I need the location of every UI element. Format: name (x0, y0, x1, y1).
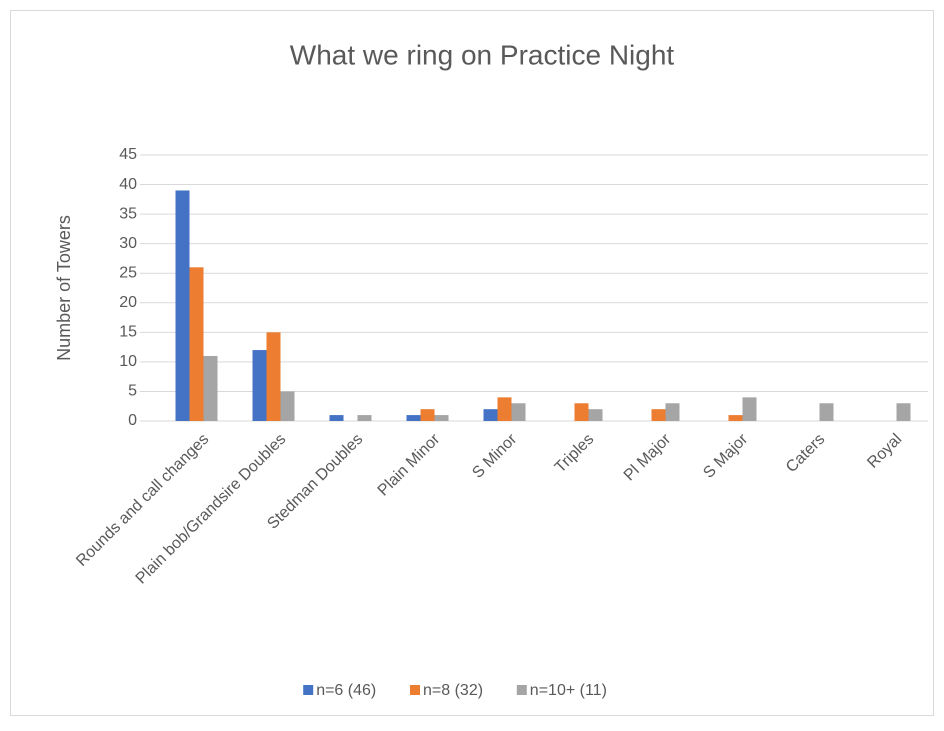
y-tick-label: 20 (119, 294, 137, 311)
bar (819, 403, 834, 421)
bar (434, 415, 449, 421)
bar (357, 415, 372, 421)
y-axis-title: Number of Towers (54, 215, 74, 361)
legend-label: n=6 (46) (316, 682, 376, 699)
y-tick-label: 45 (119, 146, 137, 163)
bar (742, 397, 757, 421)
y-tick-label: 25 (119, 264, 137, 281)
chart-border (10, 10, 934, 716)
bar (511, 403, 526, 421)
bar (175, 190, 190, 421)
bar (252, 350, 267, 421)
legend-label: n=10+ (11) (530, 682, 607, 699)
chart-title: What we ring on Practice Night (290, 39, 675, 70)
y-tick-label: 15 (119, 324, 137, 341)
bar (329, 415, 344, 421)
y-tick-label: 40 (119, 176, 137, 193)
bar (266, 332, 281, 421)
bar (420, 409, 435, 421)
bar (665, 403, 680, 421)
y-tick-label: 35 (119, 205, 137, 222)
y-tick-label: 0 (128, 412, 137, 429)
bar (896, 403, 911, 421)
y-tick-label: 5 (128, 383, 137, 400)
bar (189, 267, 204, 421)
bar (203, 355, 218, 421)
legend-label: n=8 (32) (423, 682, 483, 699)
legend-swatch (516, 685, 527, 695)
y-tick-label: 10 (119, 353, 137, 370)
bar (280, 391, 295, 421)
bar (483, 409, 498, 421)
legend-swatch (410, 685, 420, 695)
bar (574, 403, 589, 421)
bar (406, 415, 421, 421)
bar (651, 409, 666, 421)
bar (497, 397, 512, 421)
bar (588, 409, 603, 421)
y-tick-label: 30 (119, 235, 137, 252)
bar (728, 415, 743, 421)
legend-swatch (303, 685, 314, 695)
